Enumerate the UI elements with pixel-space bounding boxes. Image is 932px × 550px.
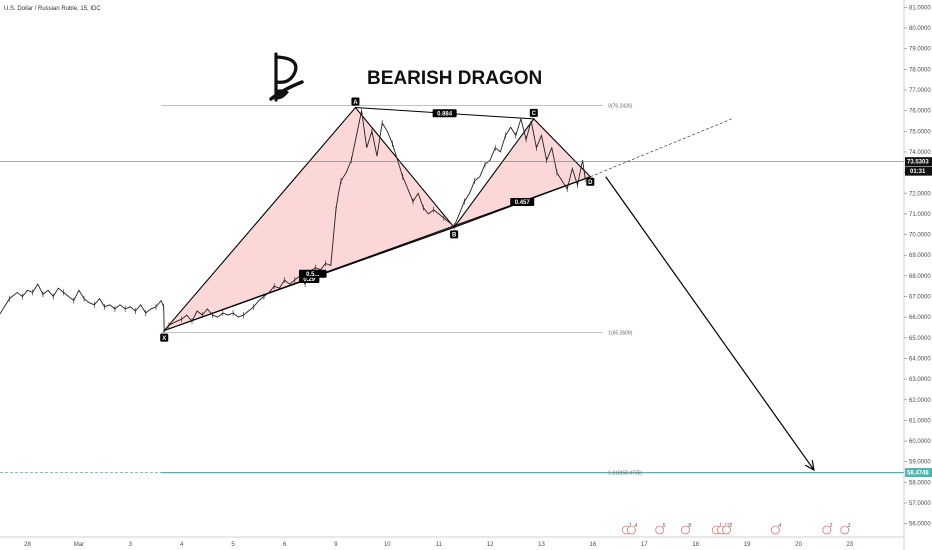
- fib-level-label: 0(76.2426): [608, 104, 633, 110]
- x-tick-label: 9: [334, 542, 338, 548]
- event-count: 2: [830, 523, 833, 529]
- symbol-header: U.S. Dollar / Russian Ruble, 15, IDC: [4, 6, 101, 12]
- y-tick-label: 74.0000: [909, 150, 931, 156]
- event-marker[interactable]: [627, 525, 636, 535]
- projection-arrow-line: [605, 176, 815, 471]
- event-marker[interactable]: [822, 525, 832, 535]
- y-tick-label: 77.0000: [909, 88, 931, 94]
- y-tick-label: 67.0000: [909, 295, 931, 301]
- x-tick-label: 13: [538, 542, 545, 548]
- x-tick-label: 23: [847, 542, 854, 548]
- y-tick-label: 69.0000: [909, 253, 931, 259]
- y-tick-label: 81.0000: [909, 5, 931, 11]
- x-tick-label: 4: [180, 542, 184, 548]
- pattern-point-badge: [586, 177, 595, 186]
- event-count: 5: [663, 523, 666, 529]
- ratio-label: 0.884: [437, 111, 453, 117]
- pattern-point-label: D: [588, 180, 593, 186]
- ratio-badge: [510, 198, 535, 207]
- x-tick-label: 5: [231, 542, 235, 548]
- pattern-point-badge: [450, 230, 459, 239]
- event-marker[interactable]: [655, 525, 665, 535]
- x-tick-label: 28: [24, 542, 31, 548]
- x-tick-label: Mar: [74, 542, 84, 548]
- y-tick-label: 72.0000: [909, 191, 931, 197]
- x-tick-label: 3: [129, 542, 133, 548]
- x-tick-label: 12: [487, 542, 494, 548]
- projection-arrow-head: [804, 459, 815, 472]
- x-tick-label: 10: [384, 542, 391, 548]
- logo-mark: [269, 52, 304, 102]
- y-tick-label: 75.0000: [909, 129, 931, 135]
- trend-extension-line: [590, 118, 732, 178]
- y-axis-panel[interactable]: [904, 0, 932, 550]
- pattern-point-label: B: [452, 233, 457, 239]
- current-price-tag: 73.5303: [907, 160, 929, 166]
- pattern-point-label: C: [532, 111, 537, 117]
- y-tick-label: 70.0000: [909, 233, 931, 239]
- y-tick-label: 65.0000: [909, 336, 931, 342]
- y-tick-label: 62.0000: [909, 398, 931, 404]
- event-count: 2: [730, 523, 733, 529]
- y-tick-label: 79.0000: [909, 47, 931, 53]
- pattern-point-badge: [351, 97, 360, 106]
- chart-title: BEARISH DRAGON: [367, 68, 542, 89]
- event-count: 8: [688, 523, 691, 529]
- y-tick-label: 63.0000: [909, 377, 931, 383]
- y-tick-label: 59.0000: [909, 460, 931, 466]
- event-marker[interactable]: [840, 525, 850, 535]
- y-tick-label: 64.0000: [909, 356, 931, 362]
- pattern-point-badge: [529, 108, 538, 117]
- countdown-box: [905, 166, 932, 176]
- y-tick-label: 76.0000: [909, 109, 931, 115]
- x-tick-label: 16: [590, 542, 597, 548]
- x-tick-label: 18: [692, 542, 699, 548]
- event-marker[interactable]: [681, 525, 690, 535]
- y-tick-label: 60.0000: [909, 439, 931, 445]
- event-count: 4: [778, 523, 781, 529]
- event-marker[interactable]: [770, 525, 780, 535]
- y-tick-label: 71.0000: [909, 212, 931, 218]
- ratio-badge: [432, 109, 457, 118]
- y-tick-label: 68.0000: [909, 274, 931, 280]
- y-tick-label: 57.0000: [909, 501, 931, 507]
- x-tick-label: 6: [283, 542, 287, 548]
- fib-level-label: 1(65.2609): [608, 330, 633, 336]
- event-count: 3: [848, 523, 851, 529]
- ratio-label: 0.5...: [306, 272, 320, 278]
- x-tick-label: 17: [641, 542, 648, 548]
- y-tick-label: 66.0000: [909, 315, 931, 321]
- y-tick-label: 56.0000: [909, 522, 931, 528]
- y-tick-label: 78.0000: [909, 67, 931, 73]
- ratio-badge: [298, 269, 327, 278]
- countdown-label: 01:31: [910, 169, 926, 175]
- y-tick-label: 61.0000: [909, 418, 931, 424]
- event-count: 4: [634, 523, 637, 529]
- x-tick-label: 11: [436, 542, 443, 548]
- x-tick-label: 20: [795, 542, 802, 548]
- ratio-label: 0.457: [515, 200, 531, 206]
- event-marker[interactable]: [722, 525, 731, 535]
- ratio-label: 0.29: [303, 277, 315, 283]
- x-tick-label: 19: [744, 542, 751, 548]
- pattern-point-label: X: [162, 336, 166, 342]
- y-tick-label: 58.0000: [909, 480, 931, 486]
- target-price-tag-box: [905, 468, 932, 478]
- y-tick-label: 80.0000: [909, 26, 931, 32]
- pattern-point-badge: [160, 333, 169, 342]
- pattern-point-label: A: [353, 100, 358, 106]
- target-price-tag: 58.4748: [907, 471, 929, 477]
- current-price-tag-box: [905, 157, 932, 167]
- fib-level-label: 1.618(58.4735): [608, 471, 642, 477]
